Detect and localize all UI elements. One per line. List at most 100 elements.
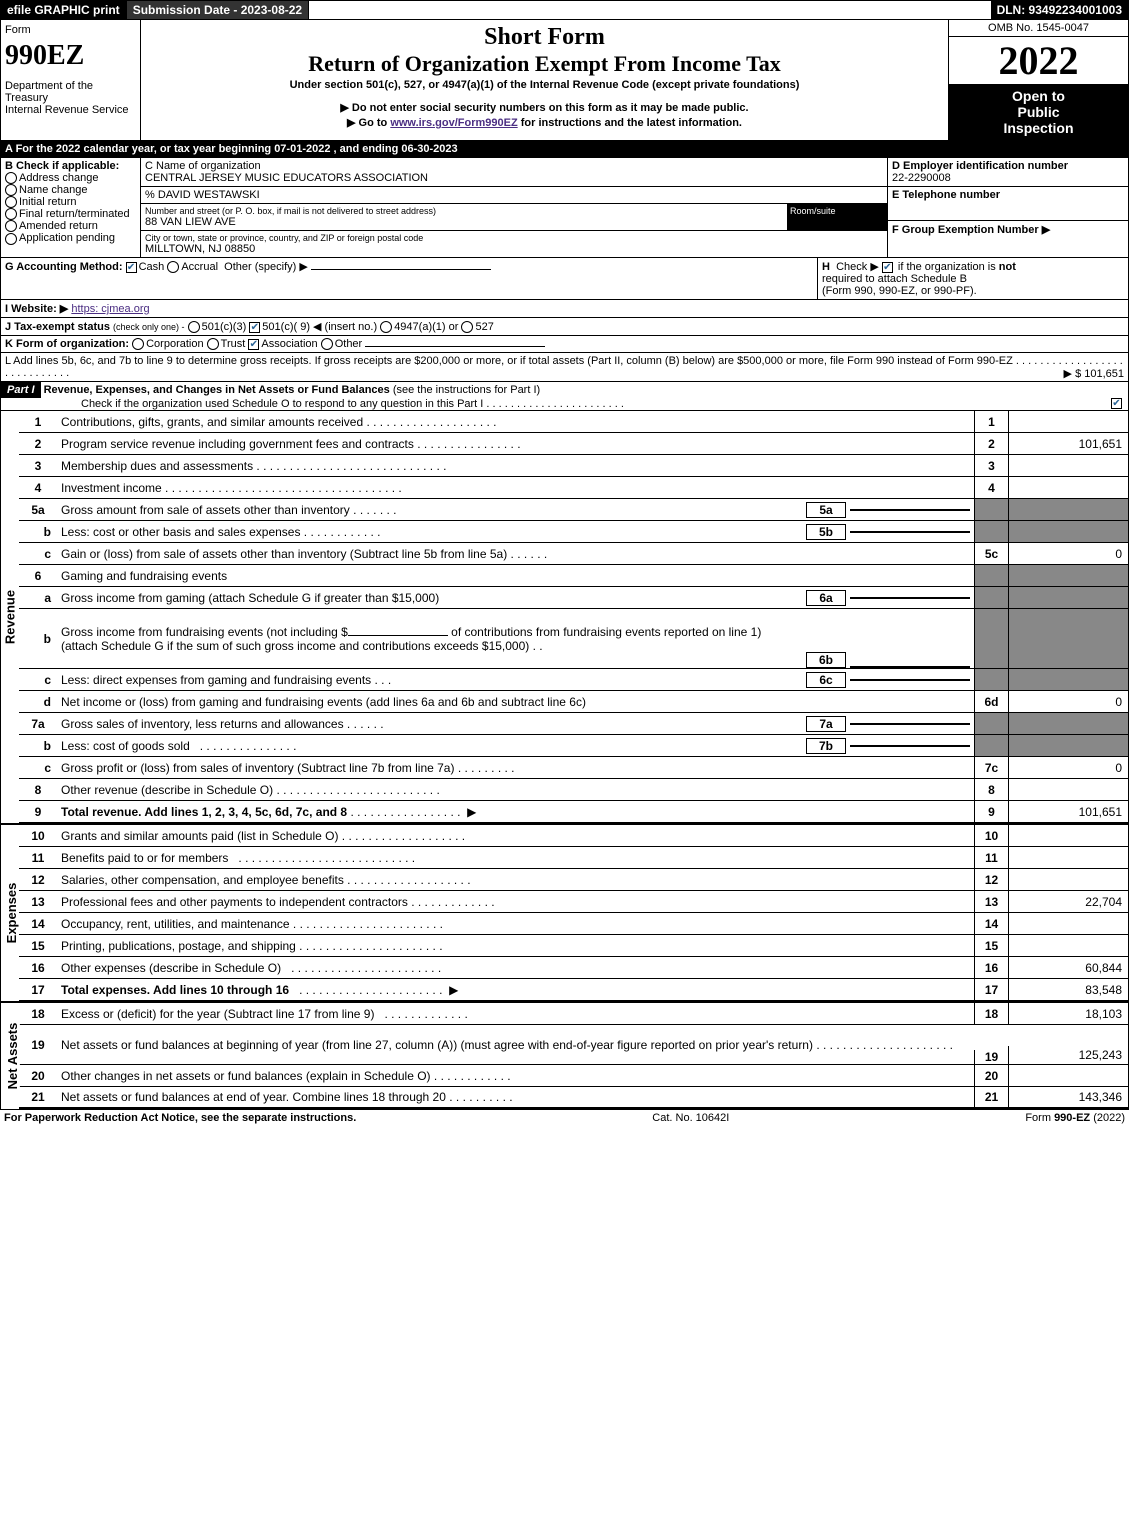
- b-address-change[interactable]: Address change: [5, 172, 136, 184]
- line-9: 9Total revenue. Add lines 1, 2, 3, 4, 5c…: [19, 801, 1128, 823]
- line-21: 21Net assets or fund balances at end of …: [19, 1087, 1128, 1109]
- irs-link[interactable]: www.irs.gov/Form990EZ: [390, 117, 517, 129]
- line-6c: cLess: direct expenses from gaming and f…: [19, 669, 1128, 691]
- line-1: 1Contributions, gifts, grants, and simil…: [19, 411, 1128, 433]
- section-j: J Tax-exempt status (check only one) - 5…: [0, 318, 1129, 336]
- section-h: H Check ▶ if the organization is not req…: [818, 258, 1128, 299]
- e-label: E Telephone number: [892, 189, 1124, 201]
- b-final-return[interactable]: Final return/terminated: [5, 208, 136, 220]
- return-title: Return of Organization Exempt From Incom…: [145, 51, 944, 77]
- line-2: 2Program service revenue including gover…: [19, 433, 1128, 455]
- i-label: I Website: ▶: [5, 303, 68, 315]
- b-application-pending[interactable]: Application pending: [5, 232, 136, 244]
- line-14: 14Occupancy, rent, utilities, and mainte…: [19, 913, 1128, 935]
- part1-schedule-o-checkbox[interactable]: [1111, 398, 1122, 409]
- line-6b: bGross income from fundraising events (n…: [19, 609, 1128, 669]
- part1-title: Revenue, Expenses, and Changes in Net As…: [44, 384, 390, 396]
- line-8: 8Other revenue (describe in Schedule O) …: [19, 779, 1128, 801]
- line-6: 6Gaming and fundraising events: [19, 565, 1128, 587]
- part1-check-text: Check if the organization used Schedule …: [1, 398, 483, 410]
- g-accrual-radio[interactable]: [167, 261, 179, 273]
- j-527-radio[interactable]: [461, 321, 473, 333]
- city-label: City or town, state or province, country…: [145, 233, 883, 243]
- line-15: 15Printing, publications, postage, and s…: [19, 935, 1128, 957]
- line-10: 10Grants and similar amounts paid (list …: [19, 825, 1128, 847]
- line-11: 11Benefits paid to or for members . . . …: [19, 847, 1128, 869]
- line-19: 19Net assets or fund balances at beginni…: [19, 1025, 1128, 1065]
- line-a: A For the 2022 calendar year, or tax yea…: [0, 141, 1129, 158]
- tax-year: 2022: [949, 37, 1128, 84]
- k-corp: Corporation: [146, 338, 203, 350]
- open-inspection: Open to Public Inspection: [949, 84, 1128, 140]
- page-footer: For Paperwork Reduction Act Notice, see …: [0, 1109, 1129, 1126]
- h-checkbox[interactable]: [882, 262, 893, 273]
- k-assoc-checkbox[interactable]: [248, 339, 259, 350]
- line-18: 18Excess or (deficit) for the year (Subt…: [19, 1003, 1128, 1025]
- section-l: L Add lines 5b, 6c, and 7b to line 9 to …: [0, 353, 1129, 382]
- b-initial-return[interactable]: Initial return: [5, 196, 136, 208]
- expenses-vlabel: Expenses: [4, 883, 19, 944]
- line-7c: cGross profit or (loss) from sales of in…: [19, 757, 1128, 779]
- j-501c-checkbox[interactable]: [249, 322, 260, 333]
- netassets-vlabel: Net Assets: [5, 1023, 20, 1090]
- line-12: 12Salaries, other compensation, and empl…: [19, 869, 1128, 891]
- efile-label[interactable]: efile GRAPHIC print: [1, 1, 127, 19]
- j-label: J Tax-exempt status: [5, 321, 110, 333]
- revenue-section: Revenue 1Contributions, gifts, grants, a…: [1, 411, 1128, 825]
- k-other-radio[interactable]: [321, 338, 333, 350]
- footer-catno: Cat. No. 10642I: [652, 1112, 729, 1124]
- line-6d: dNet income or (loss) from gaming and fu…: [19, 691, 1128, 713]
- f-label: F Group Exemption Number ▶: [892, 223, 1124, 236]
- l-amount: ▶ $ 101,651: [1064, 367, 1124, 380]
- gh-row: G Accounting Method: Cash Accrual Other …: [0, 258, 1129, 300]
- inspect-2: Public: [953, 104, 1124, 120]
- city-state-zip: MILLTOWN, NJ 08850: [145, 243, 883, 255]
- j-sub: (check only one) -: [113, 322, 185, 332]
- submission-date: Submission Date - 2023-08-22: [127, 1, 309, 19]
- lines-section: Revenue 1Contributions, gifts, grants, a…: [0, 411, 1129, 1109]
- k-corp-radio[interactable]: [132, 338, 144, 350]
- g-other: Other (specify) ▶: [224, 261, 308, 273]
- b-name-change[interactable]: Name change: [5, 184, 136, 196]
- care-of: % DAVID WESTAWSKI: [141, 187, 887, 204]
- dln: DLN: 93492234001003: [991, 1, 1128, 19]
- part1-label: Part I: [1, 382, 41, 398]
- g-cash: Cash: [139, 261, 165, 273]
- line-6a: aGross income from gaming (attach Schedu…: [19, 587, 1128, 609]
- header-center: Short Form Return of Organization Exempt…: [141, 20, 948, 140]
- room-suite-label: Room/suite: [787, 204, 887, 230]
- line-5a: 5aGross amount from sale of assets other…: [19, 499, 1128, 521]
- line-5c: cGain or (loss) from sale of assets othe…: [19, 543, 1128, 565]
- k-assoc: Association: [261, 338, 317, 350]
- l-text: L Add lines 5b, 6c, and 7b to line 9 to …: [5, 355, 1013, 367]
- short-form-title: Short Form: [145, 24, 944, 51]
- line-16: 16Other expenses (describe in Schedule O…: [19, 957, 1128, 979]
- part1-hint: (see the instructions for Part I): [393, 384, 540, 396]
- line-7b: bLess: cost of goods sold . . . . . . . …: [19, 735, 1128, 757]
- h-text1: Check ▶: [836, 261, 879, 273]
- form-word: Form: [5, 24, 136, 36]
- h-text3: required to attach Schedule B: [822, 273, 967, 285]
- section-def: D Employer identification number 22-2290…: [888, 158, 1128, 257]
- footer-right: Form 990-EZ (2022): [1025, 1112, 1125, 1124]
- g-label: G Accounting Method:: [5, 261, 123, 273]
- omb-number: OMB No. 1545-0047: [949, 20, 1128, 37]
- h-label: H: [822, 261, 830, 273]
- h-not: not: [999, 261, 1016, 273]
- inspect-1: Open to: [953, 88, 1124, 104]
- line-4: 4Investment income . . . . . . . . . . .…: [19, 477, 1128, 499]
- j-501c3-radio[interactable]: [188, 321, 200, 333]
- g-cash-checkbox[interactable]: [126, 262, 137, 273]
- revenue-vlabel: Revenue: [3, 590, 18, 644]
- header-left: Form 990EZ Department of the Treasury In…: [1, 20, 141, 140]
- g-accrual: Accrual: [181, 261, 218, 273]
- netassets-section: Net Assets 18Excess or (deficit) for the…: [1, 1003, 1128, 1109]
- j-4947-radio[interactable]: [380, 321, 392, 333]
- section-c: C Name of organization CENTRAL JERSEY MU…: [141, 158, 888, 257]
- header-sub1: Under section 501(c), 527, or 4947(a)(1)…: [145, 79, 944, 91]
- bcdef-row: B Check if applicable: Address change Na…: [0, 158, 1129, 258]
- k-trust-radio[interactable]: [207, 338, 219, 350]
- website-link[interactable]: https: cjmea.org: [71, 303, 149, 315]
- expenses-section: Expenses 10Grants and similar amounts pa…: [1, 825, 1128, 1003]
- b-amended-return[interactable]: Amended return: [5, 220, 136, 232]
